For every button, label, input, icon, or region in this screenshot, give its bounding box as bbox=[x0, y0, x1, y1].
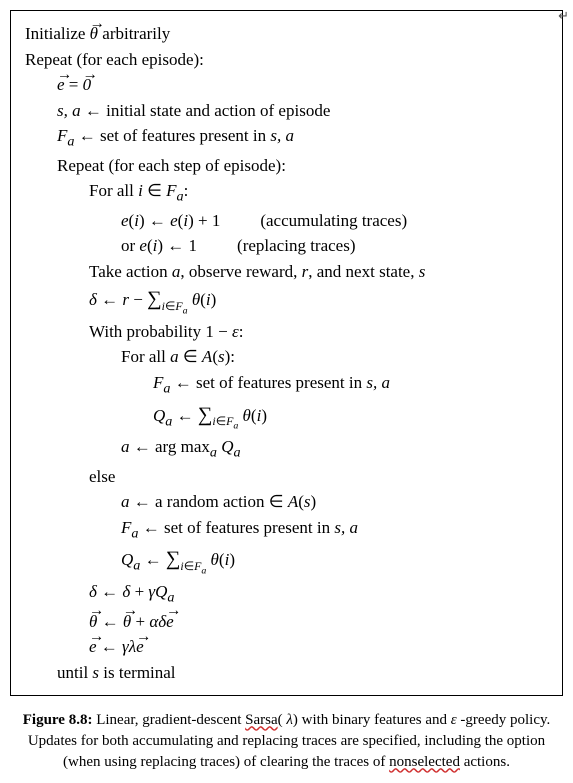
algo-line: →e ← γλ→e bbox=[89, 634, 548, 660]
algo-line: or e(i) ← 1(replacing traces) bbox=[121, 233, 548, 259]
algo-line: Fa ← set of features present in s, a bbox=[57, 123, 548, 153]
algo-line: →e = →0 bbox=[57, 72, 548, 98]
algo-line: Repeat (for each episode): bbox=[25, 47, 548, 73]
algo-line: →θ ← →θ + αδ→e bbox=[89, 609, 548, 635]
algo-line: e(i) ← e(i) + 1(accumulating traces) bbox=[121, 208, 548, 234]
figure-caption: Figure 8.8: Linear, gradient-descent Sar… bbox=[10, 710, 563, 773]
algo-line: Fa ← set of features present in s, a bbox=[121, 515, 548, 545]
algo-line: Fa ← set of features present in s, a bbox=[153, 370, 548, 400]
algo-line: s, a ← initial state and action of episo… bbox=[57, 98, 548, 124]
algo-line: a ← a random action ∈ A(s) bbox=[121, 489, 548, 515]
algo-line: For all a ∈ A(s): bbox=[121, 344, 548, 370]
return-mark: ↵ bbox=[558, 8, 569, 24]
algo-line: until s is terminal bbox=[57, 660, 548, 686]
algo-line: Qa ← ∑i∈Fa θ(i) bbox=[121, 544, 548, 579]
caption-label: Figure 8.8: bbox=[23, 712, 93, 728]
algo-line: Initialize →θ arbitrarily bbox=[25, 21, 548, 47]
algo-line: a ← arg maxa Qa bbox=[121, 434, 548, 464]
algo-line: With probability 1 − ε: bbox=[89, 319, 548, 345]
algo-line: Qa ← ∑i∈Fa θ(i) bbox=[153, 400, 548, 435]
algo-line: else bbox=[89, 464, 548, 490]
caption-body: Linear, gradient-descent Sarsa( λ) with … bbox=[28, 712, 550, 770]
algo-line: Repeat (for each step of episode): bbox=[57, 153, 548, 179]
algo-line: Take action a, observe reward, r, and ne… bbox=[89, 259, 548, 285]
algo-line: For all i ∈ Fa: bbox=[89, 178, 548, 208]
algo-line: δ ← δ + γQa bbox=[89, 579, 548, 609]
algo-line: δ ← r − ∑i∈Fa θ(i) bbox=[89, 284, 548, 319]
algorithm-box: Initialize →θ arbitrarily Repeat (for ea… bbox=[10, 10, 563, 696]
